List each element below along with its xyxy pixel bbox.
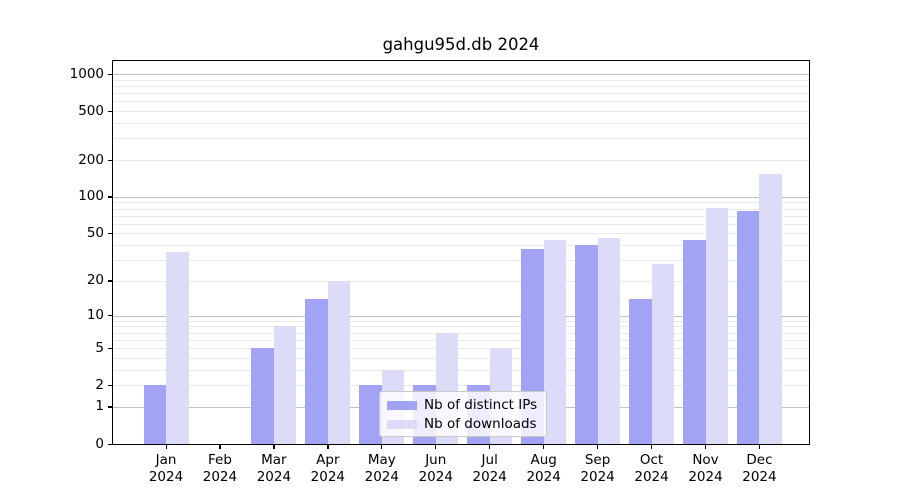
y-tick-label-1000: 1000 [69,65,104,82]
bar-downloads-oct [651,263,675,444]
x-tick-label-apr: Apr 2024 [310,452,346,485]
bar-distinct-ips-apr [305,298,328,444]
y-tick-500 [108,110,113,112]
x-tick-jan [165,445,167,449]
y-tick-label-200: 200 [78,151,104,168]
y-tick-0 [108,443,113,445]
x-tick-jun [435,445,437,449]
gridline-major-1000 [113,74,809,76]
x-tick-mar [273,445,275,449]
gridline-minor-6 [113,339,809,341]
y-tick-2 [108,384,113,386]
y-tick-label-1: 1 [95,398,104,415]
y-tick-label-500: 500 [78,102,104,119]
gridline-minor-8 [113,326,809,328]
gridline-major-10 [113,315,809,317]
y-tick-100 [108,196,113,198]
x-tick-nov [705,445,707,449]
gridline-minor-60 [113,223,809,225]
gridline-minor-7 [113,332,809,334]
x-tick-jul [489,445,491,449]
gridline-major-100 [113,196,809,198]
y-tick-1000 [108,73,113,75]
x-tick-sep [597,445,599,449]
legend-item-distinct-ips: Nb of distinct IPs [380,396,546,415]
bar-downloads-dec [759,173,782,444]
gridline-minor-200 [113,160,809,162]
x-tick-label-jul: Jul 2024 [472,452,507,485]
gridline-minor-4 [113,357,809,359]
bar-distinct-ips-may [359,385,382,444]
gridline-minor-90 [113,202,809,204]
bar-downloads-aug [543,240,567,444]
gridline-minor-70 [113,215,809,217]
chart-title: gahgu95d.db 2024 [382,35,540,54]
gridline-minor-40 [113,245,809,247]
x-tick-label-jan: Jan 2024 [148,452,184,485]
y-tick-label-2: 2 [95,376,104,393]
bar-downloads-sep [597,237,621,444]
legend-label: Nb of downloads [424,416,537,432]
y-tick-20 [108,280,113,282]
x-tick-label-nov: Nov 2024 [688,452,723,485]
gridline-minor-20 [113,280,809,282]
y-tick-label-100: 100 [78,188,104,205]
plot-area [112,60,810,445]
legend-color-swatch [387,400,417,411]
bar-distinct-ips-nov [683,240,706,444]
bar-distinct-ips-oct [629,298,652,444]
x-tick-label-jun: Jun 2024 [418,452,453,485]
bar-distinct-ips-dec [736,211,760,444]
y-tick-5 [108,347,113,349]
x-tick-label-aug: Aug 2024 [526,452,561,485]
gridline-minor-5 [113,348,809,350]
bar-distinct-ips-sep [575,245,598,444]
gridline-minor-500 [113,111,809,113]
gridline-minor-400 [113,123,809,125]
legend: Nb of distinct IPs Nb of downloads [379,391,547,437]
gridline-minor-800 [113,85,809,87]
y-tick-label-5: 5 [95,339,104,356]
bar-distinct-ips-mar [251,348,274,444]
bar-downloads-mar [273,326,297,444]
x-tick-feb [219,445,221,449]
gridline-minor-700 [113,93,809,95]
gridline-minor-80 [113,208,809,210]
x-tick-dec [758,445,761,449]
x-tick-may [381,445,383,449]
bar-downloads-apr [327,280,351,444]
legend-label: Nb of distinct IPs [424,397,538,413]
x-tick-apr [327,445,329,449]
x-tick-label-sep: Sep 2024 [580,452,615,485]
gridline-minor-3 [113,369,809,371]
gridline-minor-600 [113,101,809,103]
legend-color-swatch [387,419,417,430]
gridline-minor-900 [113,79,809,81]
x-tick-label-oct: Oct 2024 [634,452,669,485]
y-tick-1 [108,406,113,408]
y-tick-label-10: 10 [86,307,104,324]
x-tick-oct [651,445,653,449]
gridline-minor-2 [113,385,809,387]
y-tick-50 [108,232,113,235]
legend-item-downloads: Nb of downloads [380,415,546,434]
bar-downloads-nov [705,208,728,444]
x-tick-label-dec: Dec 2024 [742,452,777,485]
y-tick-200 [108,159,113,161]
gridline-minor-50 [113,233,809,235]
y-tick-label-20: 20 [86,272,104,289]
x-tick-label-may: May 2024 [364,452,399,485]
x-tick-label-feb: Feb 2024 [202,452,238,485]
bar-downloads-jan [166,252,189,444]
gridline-minor-9 [113,320,809,322]
x-tick-aug [543,445,545,449]
x-tick-label-mar: Mar 2024 [256,452,292,485]
y-tick-label-0: 0 [95,435,104,452]
gridline-minor-300 [113,138,809,140]
bar-distinct-ips-jan [143,385,166,444]
y-tick-label-50: 50 [86,224,104,241]
gridline-minor-30 [113,260,809,262]
y-tick-10 [108,315,113,317]
